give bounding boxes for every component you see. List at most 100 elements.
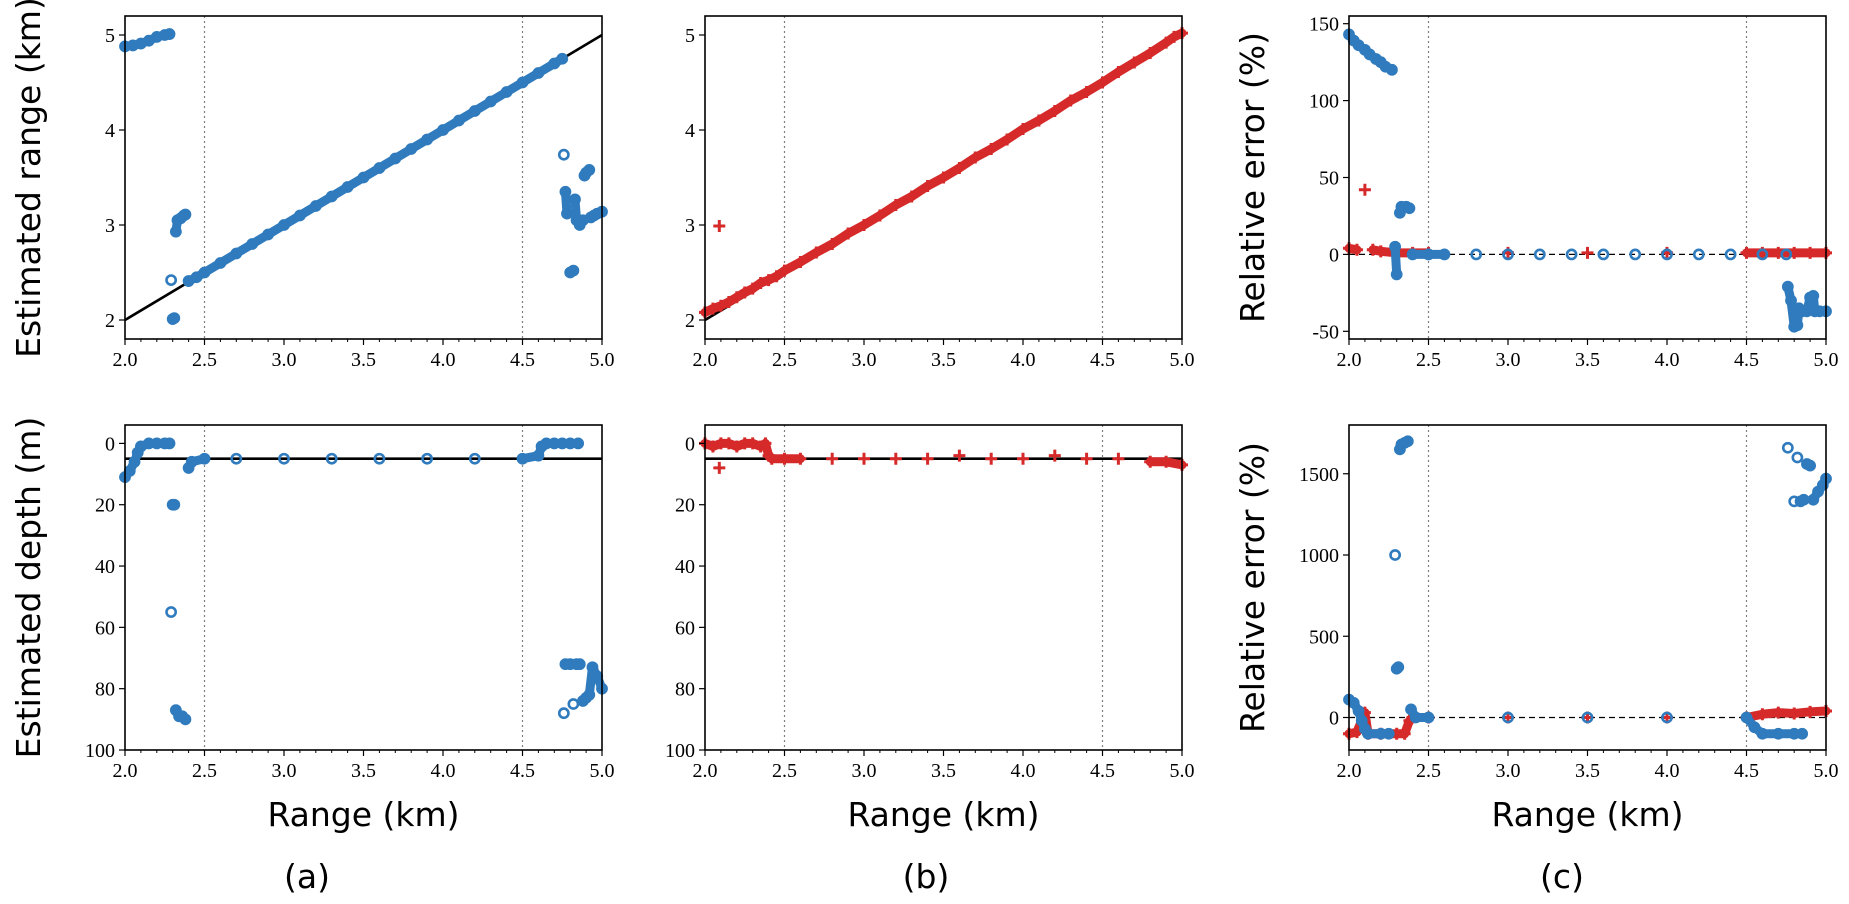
data-point-plus — [953, 449, 966, 462]
x-tick-label: 4.0 — [1011, 349, 1036, 371]
data-point-plus — [1112, 452, 1125, 465]
data-band-segment — [1796, 495, 1809, 506]
x-tick-label: 4.5 — [510, 349, 535, 371]
subplot-b-bottom: 2.0 2.5 3.0 3.5 4.0 4.5 5.0 0 20 40 60 80 100 Range (… — [665, 424, 1195, 834]
data-point-circle — [1581, 711, 1594, 724]
x-tick-label: 2.0 — [1337, 349, 1362, 371]
data-point-circle — [1565, 248, 1578, 261]
data-band-segment — [581, 165, 594, 178]
subplot-c-top: 2.0 2.5 3.0 3.5 4.0 4.5 5.0 -50 0 50 100 150 Relativ… — [1233, 14, 1839, 371]
axes-frame — [124, 424, 603, 751]
y-tick-label: 100 — [1309, 91, 1339, 113]
x-tick-label: 2.5 — [1416, 349, 1441, 371]
data-point-circle — [1692, 248, 1705, 261]
panel-label-b: (b) — [903, 857, 950, 896]
y-tick-label: 40 — [675, 556, 695, 578]
y-tick-label: 80 — [95, 679, 115, 701]
x-tick-label: 2.0 — [1337, 760, 1362, 782]
data-band-segment — [1381, 62, 1397, 75]
subplot-grid: 2.0 2.5 3.0 3.5 4.0 4.5 5.0 2 3 4 5 Estimated range… — [9, 0, 1839, 834]
x-tick-label: 2.0 — [113, 760, 138, 782]
y-tick-label: 5 — [685, 25, 695, 47]
y-tick-label: 4 — [685, 120, 695, 142]
x-tick-label: 2.0 — [693, 760, 718, 782]
x-tick-label: 4.0 — [1655, 760, 1680, 782]
data-point-circle — [1661, 248, 1673, 261]
data-band-segment — [565, 266, 578, 277]
data-point-circle — [165, 606, 178, 618]
data-band-segment — [1802, 459, 1815, 471]
axes-frame — [1348, 15, 1827, 340]
data-band-segment — [160, 29, 175, 40]
axes-frame — [1348, 424, 1827, 751]
data-point-circle — [1470, 248, 1483, 261]
y-axis-label: Relative error (%) — [1233, 442, 1272, 733]
data-point-plus — [826, 452, 839, 465]
y-tick-label: 100 — [665, 740, 695, 762]
y-tick-label: 50 — [1319, 168, 1339, 190]
data-band-segment — [187, 454, 209, 467]
x-tick-label: 2.0 — [113, 349, 138, 371]
data-point-plus — [713, 461, 726, 474]
data-point-circle — [1791, 451, 1804, 464]
y-axis-label: Relative error (%) — [1233, 32, 1272, 323]
y-tick-label: 4 — [105, 120, 115, 142]
x-tick-label: 4.0 — [1011, 760, 1036, 782]
data-band-segment — [1805, 706, 1831, 717]
data-band-segment — [1401, 202, 1414, 213]
y-tick-label: 1500 — [1299, 464, 1339, 486]
x-tick-label: 5.0 — [1814, 760, 1839, 782]
x-tick-label: 4.5 — [510, 760, 535, 782]
x-tick-label: 3.0 — [852, 760, 877, 782]
x-tick-label: 4.0 — [431, 760, 456, 782]
data-point-circle — [1629, 248, 1642, 261]
x-tick-label: 2.5 — [192, 760, 217, 782]
y-axis-label: Estimated range (km) — [9, 0, 48, 358]
x-tick-label: 4.5 — [1090, 760, 1115, 782]
data-point-plus — [1581, 246, 1594, 259]
data-point-circle — [165, 274, 178, 286]
x-tick-label: 2.5 — [772, 349, 797, 371]
data-point-circle — [373, 452, 386, 465]
x-tick-label: 5.0 — [1170, 760, 1195, 782]
data-point-plus — [1017, 452, 1029, 465]
x-tick-label: 3.0 — [1496, 760, 1521, 782]
x-tick-label: 3.0 — [852, 349, 877, 371]
data-point-circle — [230, 452, 243, 465]
subplot-c-bottom: 2.0 2.5 3.0 3.5 4.0 4.5 5.0 0 500 1000 1500 Range (… — [1233, 424, 1839, 834]
panel-label-c: (c) — [1540, 857, 1584, 896]
x-tick-label: 3.5 — [931, 760, 956, 782]
subplot-a-bottom: 2.0 2.5 3.0 3.5 4.0 4.5 5.0 0 20 40 60 80 100 Range (… — [9, 417, 615, 834]
y-tick-label: 60 — [95, 617, 115, 639]
y-tick-label: -50 — [1312, 321, 1339, 343]
data-point-circle — [1597, 248, 1610, 261]
data-point-plus — [921, 452, 934, 465]
x-tick-label: 4.5 — [1734, 349, 1759, 371]
x-tick-label: 2.5 — [1416, 760, 1441, 782]
y-tick-label: 0 — [685, 433, 695, 455]
y-tick-label: 0 — [105, 433, 115, 455]
data-band-segment — [549, 54, 567, 68]
data-point-circle — [325, 452, 338, 465]
data-band-segment — [179, 210, 190, 220]
data-point-circle — [1781, 441, 1794, 454]
x-axis-label: Range (km) — [847, 795, 1039, 834]
y-tick-label: 3 — [685, 215, 695, 237]
data-point-circle — [421, 452, 433, 465]
y-tick-label: 20 — [675, 495, 695, 517]
data-band-segment — [560, 187, 572, 219]
data-point-circle — [1724, 248, 1737, 261]
x-axis-label: Range (km) — [267, 795, 459, 834]
x-tick-label: 4.0 — [431, 349, 456, 371]
y-tick-label: 150 — [1309, 14, 1339, 36]
data-band-segment — [177, 711, 190, 724]
x-tick-label: 5.0 — [1170, 349, 1195, 371]
y-tick-label: 100 — [85, 740, 115, 762]
data-point-plus — [1358, 183, 1371, 196]
y-tick-label: 40 — [95, 556, 115, 578]
data-band-segment — [1161, 457, 1187, 470]
data-band-segment — [1390, 242, 1402, 279]
y-tick-label: 0 — [1329, 244, 1339, 266]
x-tick-label: 4.0 — [1655, 349, 1680, 371]
